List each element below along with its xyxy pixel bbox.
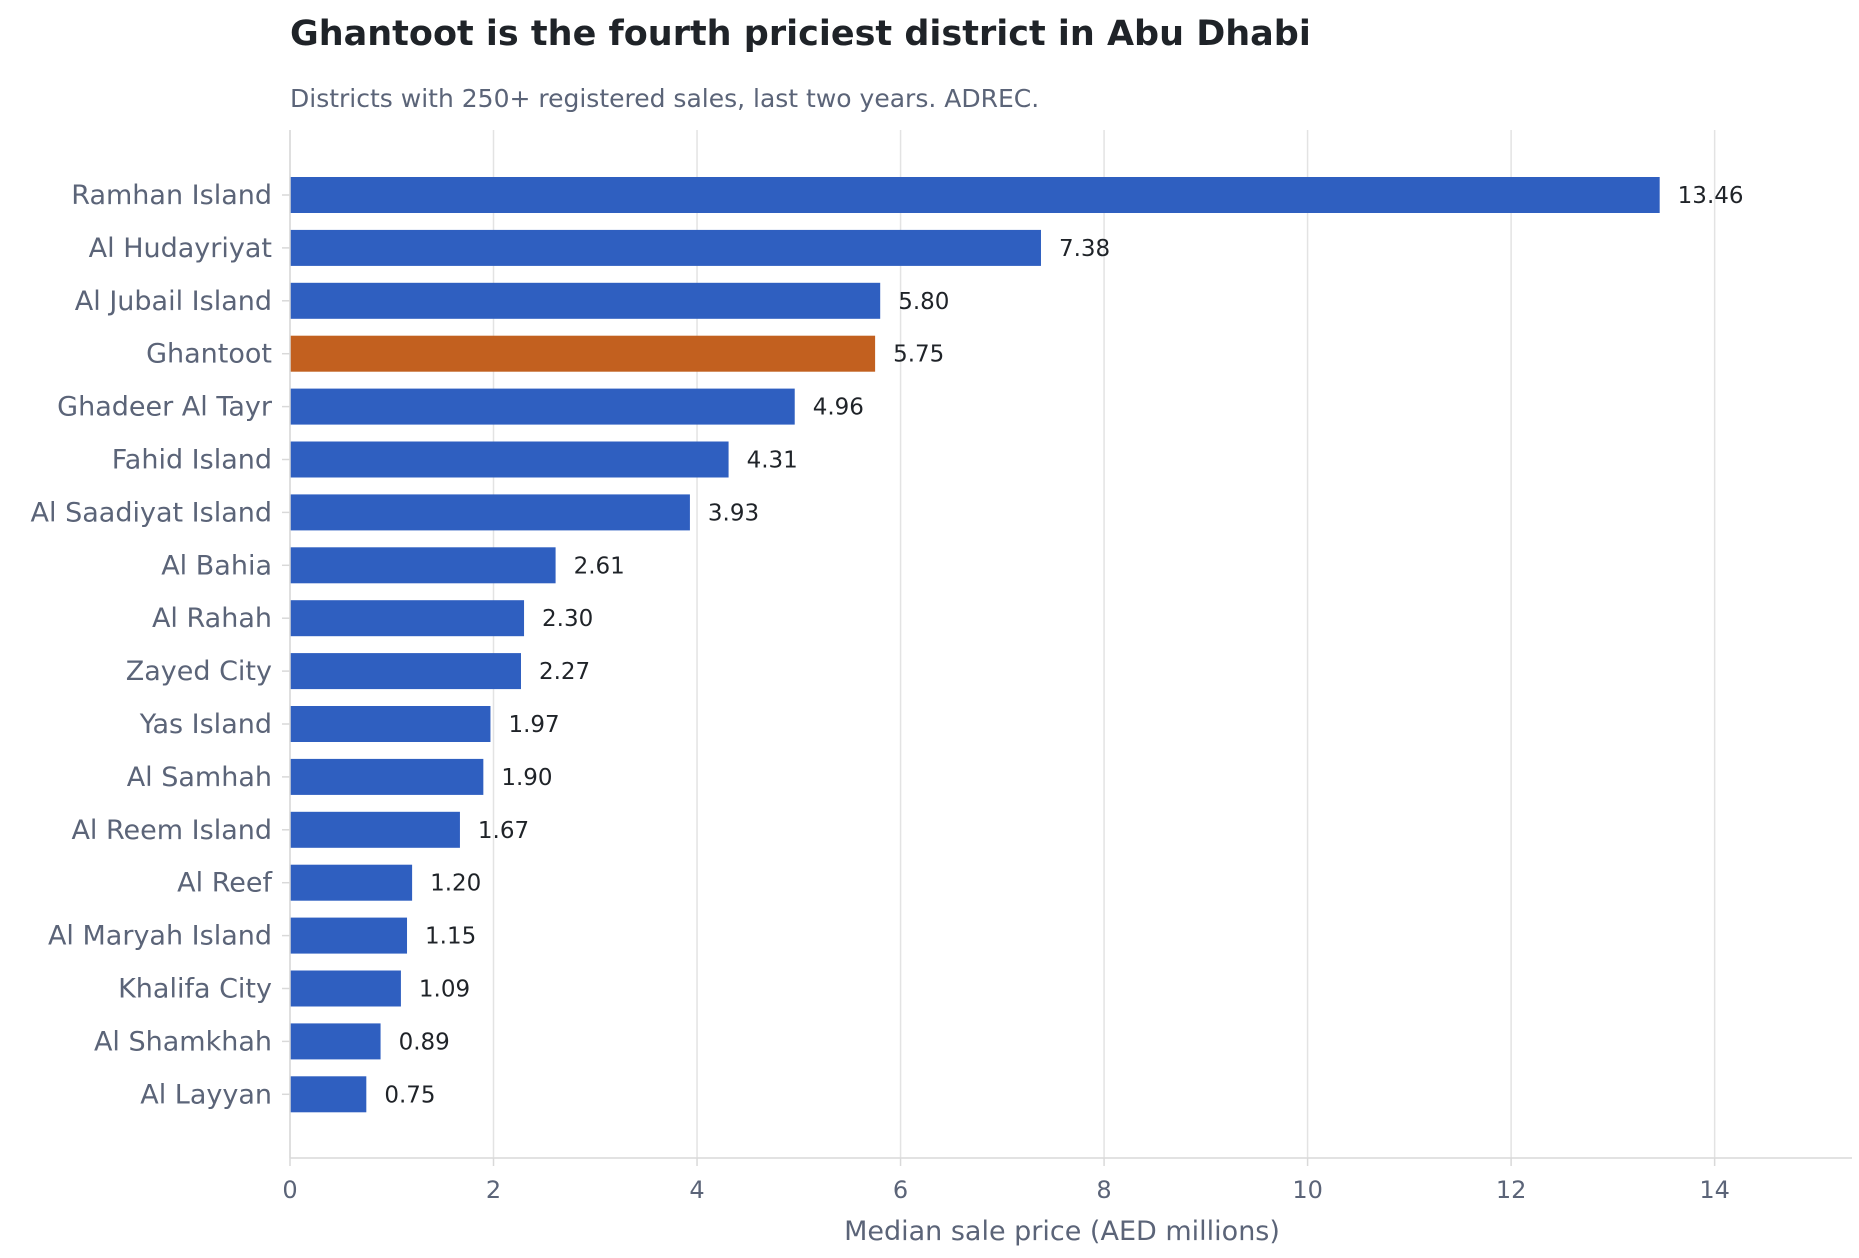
value-label: 1.97 (508, 712, 559, 738)
value-label: 3.93 (708, 500, 759, 526)
value-label: 4.96 (813, 395, 864, 421)
category-label: Ghadeer Al Tayr (57, 392, 273, 423)
category-label: Al Samhah (127, 762, 272, 793)
category-label: Al Reem Island (71, 815, 272, 846)
bar-ghadeer-al-tayr (290, 388, 795, 425)
x-tick-label: 8 (1096, 1176, 1111, 1204)
category-label: Al Hudayriyat (89, 233, 272, 264)
bar-fahid-island (290, 441, 729, 478)
bar-ghantoot (290, 335, 876, 372)
value-label: 5.80 (898, 289, 949, 315)
value-label: 1.67 (478, 818, 529, 844)
bar-zayed-city (290, 653, 521, 690)
bar-al-shamkhah (290, 1023, 381, 1060)
bar-al-bahia (290, 547, 556, 584)
bar-al-rahah (290, 600, 525, 637)
category-label: Al Jubail Island (75, 286, 272, 317)
category-label: Khalifa City (118, 974, 272, 1005)
x-tick-label: 2 (486, 1176, 501, 1204)
bar-al-samhah (290, 758, 484, 795)
x-tick-label: 6 (893, 1176, 908, 1204)
category-label: Al Reef (177, 868, 273, 899)
gridlines (289, 130, 1716, 1158)
bar-al-reem-island (290, 811, 460, 848)
bar-yas-island (290, 706, 491, 742)
bar-al-reef (290, 864, 413, 901)
value-label: 0.75 (384, 1082, 435, 1108)
value-label: 4.31 (747, 448, 798, 474)
bar-khalifa-city (290, 970, 401, 1007)
bar-al-saadiyat-island (290, 494, 690, 531)
bar-al-jubail-island (290, 282, 881, 319)
category-label: Al Shamkhah (94, 1026, 272, 1057)
category-label: Ghantoot (146, 339, 272, 370)
x-tick-label: 12 (1496, 1176, 1527, 1204)
category-label: Zayed City (126, 656, 272, 687)
bar-al-hudayriyat (290, 229, 1041, 266)
value-label: 2.27 (539, 659, 590, 685)
x-axis-title: Median sale price (AED millions) (844, 1216, 1280, 1247)
category-label: Ramhan Island (71, 180, 272, 211)
category-label: Yas Island (139, 709, 272, 740)
value-label: 2.30 (542, 606, 593, 632)
x-tick-label: 10 (1292, 1176, 1323, 1204)
value-label: 1.09 (419, 977, 470, 1003)
value-label: 1.15 (425, 924, 476, 950)
value-label: 7.38 (1059, 236, 1110, 262)
value-label: 2.61 (574, 553, 625, 579)
value-label: 1.90 (501, 765, 552, 791)
bar-al-maryah-island (290, 917, 408, 954)
chart-subtitle: Districts with 250+ registered sales, la… (290, 84, 1040, 113)
category-label: Al Bahia (161, 550, 272, 581)
category-label: Fahid Island (112, 445, 272, 476)
axes: 0 2 4 6 8 10 12 14 Ramhan Island Al Hudayriyat Al … (31, 130, 1852, 1204)
chart-title: Ghantoot is the fourth priciest district… (290, 14, 1311, 54)
x-tick-label: 4 (689, 1176, 704, 1204)
category-label: Al Rahah (152, 603, 272, 634)
bars: 13.46 7.38 5.80 5.75 4.96 4.31 3.93 2.61 2.30 2.2… (290, 177, 1744, 1113)
x-tick-label: 0 (282, 1176, 297, 1204)
category-label: Al Maryah Island (48, 921, 272, 952)
value-label: 0.89 (399, 1029, 450, 1055)
value-label: 1.20 (430, 871, 481, 897)
category-label: Al Layyan (140, 1079, 272, 1110)
value-label: 5.75 (893, 342, 944, 368)
bar-ramhan-island (290, 177, 1660, 213)
bar-al-layyan (290, 1076, 367, 1113)
value-label: 13.46 (1678, 183, 1744, 209)
category-label: Al Saadiyat Island (31, 497, 272, 528)
x-tick-label: 14 (1699, 1176, 1730, 1204)
